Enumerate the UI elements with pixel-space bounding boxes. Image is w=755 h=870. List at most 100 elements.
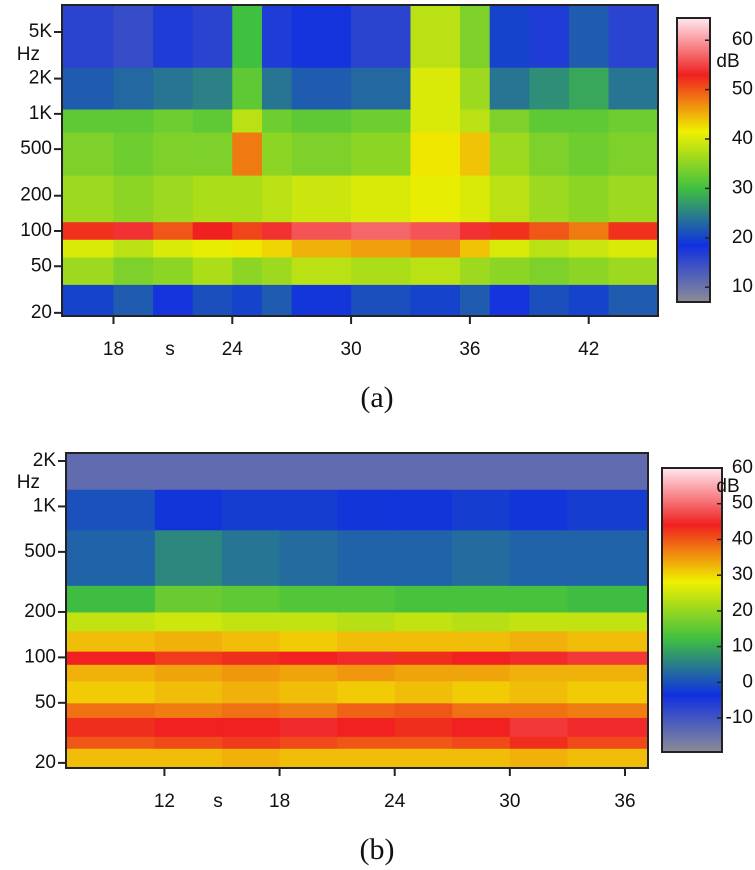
x-tick-label: 24 bbox=[222, 339, 244, 360]
heat-cell bbox=[410, 284, 461, 317]
y-tick-label: 100 bbox=[24, 646, 56, 667]
heat-cell bbox=[509, 585, 568, 613]
y-tick-label: 50 bbox=[31, 255, 52, 276]
heat-cell bbox=[567, 748, 649, 769]
heat-cell bbox=[192, 5, 233, 68]
heat-cell bbox=[154, 611, 223, 632]
colorbar bbox=[676, 17, 711, 303]
heat-cell bbox=[509, 680, 568, 704]
colorbar-tick-label: 10 bbox=[732, 636, 753, 657]
heat-cell bbox=[452, 664, 511, 682]
heat-cell bbox=[567, 529, 649, 586]
heat-cell bbox=[337, 453, 396, 490]
heat-cell bbox=[261, 109, 293, 133]
heat-cell bbox=[154, 489, 223, 531]
heat-cell bbox=[279, 736, 338, 749]
heat-cell bbox=[509, 630, 568, 652]
heat-cell bbox=[452, 489, 511, 531]
y-tick-label: 50 bbox=[35, 692, 56, 713]
heat-cell bbox=[113, 256, 154, 285]
heat-cell bbox=[509, 664, 568, 682]
heat-cell bbox=[529, 132, 570, 176]
heat-cell bbox=[66, 611, 156, 632]
heat-cell bbox=[529, 67, 570, 110]
heat-cell bbox=[567, 664, 649, 682]
heat-cell bbox=[261, 239, 293, 258]
heat-cell bbox=[459, 239, 491, 258]
heat-cell bbox=[608, 175, 659, 223]
heat-cell bbox=[529, 239, 570, 258]
heat-cell bbox=[62, 67, 114, 110]
heat-cell bbox=[509, 529, 568, 586]
heat-cell bbox=[66, 702, 156, 718]
heat-cell bbox=[232, 256, 263, 285]
heat-cell bbox=[291, 175, 352, 223]
heat-cell bbox=[154, 630, 223, 652]
heat-cell bbox=[113, 109, 154, 133]
heat-cell bbox=[410, 67, 461, 110]
heat-cell bbox=[279, 702, 338, 718]
heat-cell bbox=[567, 453, 649, 490]
heat-cell bbox=[489, 239, 530, 258]
heat-cell bbox=[394, 736, 453, 749]
heat-cell bbox=[509, 651, 568, 665]
heat-cell bbox=[232, 175, 263, 223]
heat-cell bbox=[113, 5, 154, 68]
heat-cell bbox=[192, 239, 233, 258]
heat-cell bbox=[452, 585, 511, 613]
heat-cell bbox=[113, 239, 154, 258]
x-tick-label: 12 bbox=[154, 791, 175, 812]
heat-cell bbox=[509, 717, 568, 737]
heat-cell bbox=[154, 453, 223, 490]
heat-cell bbox=[232, 5, 263, 68]
heat-cell bbox=[568, 175, 609, 223]
heat-cell bbox=[567, 489, 649, 531]
heat-cell bbox=[529, 256, 570, 285]
heat-cell bbox=[154, 585, 223, 613]
heat-cell bbox=[351, 256, 411, 285]
heat-cell bbox=[279, 664, 338, 682]
y-tick-label: 1K bbox=[29, 103, 53, 124]
heat-cell bbox=[568, 132, 609, 176]
heat-cell bbox=[608, 221, 659, 240]
heat-cell bbox=[222, 651, 281, 665]
heat-cell bbox=[66, 529, 156, 586]
heat-cell bbox=[66, 748, 156, 769]
heat-cell bbox=[192, 284, 233, 317]
heat-cell bbox=[529, 175, 570, 223]
y-tick-label: 2K bbox=[33, 450, 57, 471]
heat-cell bbox=[337, 702, 396, 718]
heat-cell bbox=[232, 67, 263, 110]
heat-cell bbox=[394, 529, 453, 586]
colorbar-tick-label: 0 bbox=[742, 671, 753, 692]
heat-cell bbox=[62, 175, 114, 223]
heat-cell bbox=[153, 239, 194, 258]
heat-cell bbox=[232, 132, 263, 176]
heat-cell bbox=[66, 680, 156, 704]
heat-cell bbox=[459, 5, 491, 68]
x-tick-label: 18 bbox=[103, 339, 124, 360]
colorbar-tick-label: 10 bbox=[732, 276, 753, 297]
heat-cell bbox=[291, 132, 352, 176]
x-tick-label: 30 bbox=[341, 339, 362, 360]
heat-cell bbox=[291, 284, 352, 317]
heat-cell bbox=[459, 284, 491, 317]
heat-cell bbox=[261, 132, 293, 176]
heat-cell bbox=[489, 284, 530, 317]
heat-cell bbox=[509, 453, 568, 490]
heat-cell bbox=[154, 748, 223, 769]
heat-cell bbox=[261, 284, 293, 317]
plot-frame bbox=[65, 452, 649, 769]
heat-cell bbox=[154, 529, 223, 586]
heat-cell bbox=[452, 736, 511, 749]
heat-cell bbox=[153, 132, 194, 176]
heat-cell bbox=[279, 489, 338, 531]
heat-cell bbox=[337, 664, 396, 682]
caption: (a) bbox=[360, 381, 393, 414]
heat-cell bbox=[154, 680, 223, 704]
heat-cell bbox=[489, 67, 530, 110]
heat-cell bbox=[509, 611, 568, 632]
heat-cell bbox=[279, 680, 338, 704]
heat-cell bbox=[113, 284, 154, 317]
